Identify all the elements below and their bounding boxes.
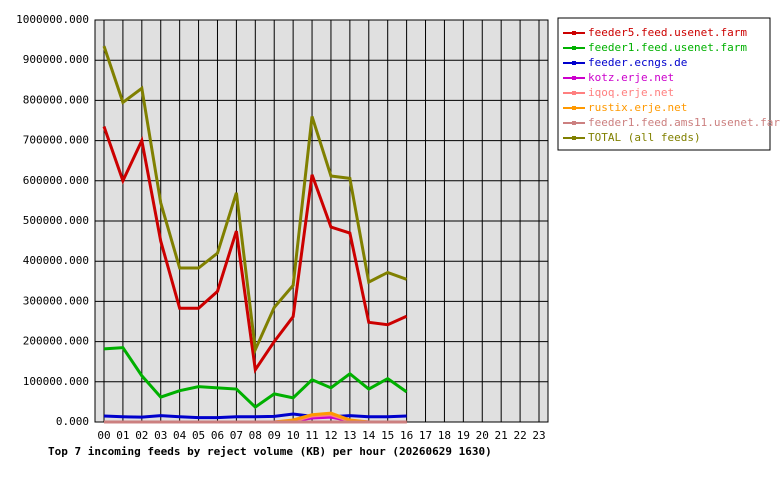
x-tick-label: 01 [116, 429, 129, 442]
y-tick-label: 1000000.000 [16, 13, 89, 26]
x-tick-label: 23 [532, 429, 545, 442]
x-tick-label: 22 [513, 429, 526, 442]
x-tick-label: 10 [287, 429, 300, 442]
x-tick-label: 05 [192, 429, 205, 442]
series-line [103, 412, 407, 420]
x-tick-label: 07 [230, 429, 243, 442]
y-tick-label: 700000.000 [23, 134, 89, 147]
x-tick-label: 13 [343, 429, 356, 442]
x-tick-label: 18 [438, 429, 451, 442]
y-tick-label: 100000.000 [23, 375, 89, 388]
legend-marker [572, 91, 576, 95]
legend-label: TOTAL (all feeds) [588, 131, 701, 144]
x-tick-label: 19 [457, 429, 470, 442]
legend-label: feeder5.feed.usenet.farm [588, 26, 747, 39]
x-tick-label: 12 [324, 429, 337, 442]
x-tick-label: 20 [476, 429, 489, 442]
y-tick-label: 600000.000 [23, 174, 89, 187]
x-tick-label: 03 [154, 429, 167, 442]
legend-marker [572, 46, 576, 50]
y-tick-label: 900000.000 [23, 53, 89, 66]
x-tick-label: 15 [381, 429, 394, 442]
y-tick-label: 0.000 [56, 415, 89, 428]
legend-label: feeder1.feed.usenet.farm [588, 41, 747, 54]
x-tick-label: 08 [249, 429, 262, 442]
legend-marker [572, 61, 576, 65]
legend-marker [572, 76, 576, 80]
x-tick-label: 17 [419, 429, 432, 442]
legend-label: feeder1.feed.ams11.usenet.farm [588, 116, 780, 129]
x-tick-label: 06 [211, 429, 224, 442]
series-line [102, 45, 408, 356]
legend-label: iqoq.erje.net [588, 86, 674, 99]
x-tick-label: 02 [135, 429, 148, 442]
x-tick-label: 11 [305, 429, 318, 442]
x-tick-label: 00 [97, 429, 110, 442]
legend-marker [572, 121, 576, 125]
legend-box [557, 17, 771, 151]
legend: feeder5.feed.usenet.farm feeder1.feed.use… [557, 17, 780, 151]
y-tick-label: 200000.000 [23, 335, 89, 348]
legend-marker [572, 106, 576, 110]
y-tick-label: 800000.000 [23, 93, 89, 106]
series-line [102, 126, 408, 374]
x-tick-label: 16 [400, 429, 413, 442]
legend-label: rustix.erje.net [588, 101, 687, 114]
x-tick-label: 14 [362, 429, 376, 442]
x-tick-label: 04 [173, 429, 187, 442]
y-tick-label: 300000.000 [23, 294, 89, 307]
legend-label: kotz.erje.net [588, 71, 674, 84]
x-tick-label: 21 [495, 429, 508, 442]
y-tick-label: 400000.000 [23, 254, 89, 267]
legend-marker [572, 31, 576, 35]
series-line [103, 346, 408, 410]
x-tick-label: 09 [268, 429, 281, 442]
chart-title: Top 7 incoming feeds by reject volume (K… [48, 445, 492, 458]
y-tick-label: 500000.000 [23, 214, 89, 227]
legend-marker [572, 136, 576, 140]
legend-label: feeder.ecngs.de [588, 56, 687, 69]
